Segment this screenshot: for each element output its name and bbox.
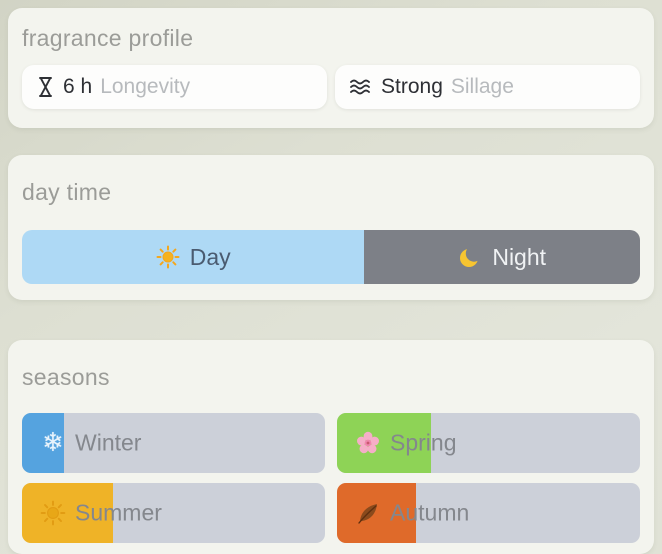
season-bar-winter[interactable]: ❄ Winter: [22, 413, 325, 473]
day-time-card: day time Day: [8, 155, 654, 300]
hourglass-icon: [36, 75, 55, 99]
snowflake-icon: ❄: [42, 428, 64, 458]
longevity-value: 6 h: [63, 75, 93, 98]
sillage-pill[interactable]: Strong Sillage: [335, 65, 640, 109]
longevity-label: Longevity: [100, 75, 191, 98]
spring-fill: [337, 413, 431, 473]
season-bar-autumn[interactable]: Autumn: [337, 483, 640, 543]
longevity-pill[interactable]: 6 h Longevity: [22, 65, 327, 109]
day-night-bar: Day Night: [22, 230, 640, 284]
seasons-card: seasons ❄ Winter: [8, 340, 654, 554]
winter-fill: [22, 413, 65, 473]
blossom-icon: [354, 429, 382, 457]
summer-fill: [22, 483, 113, 543]
season-bar-spring[interactable]: Spring: [337, 413, 640, 473]
season-label-summer: Summer: [75, 499, 162, 526]
season-label-spring: Spring: [390, 429, 457, 456]
autumn-fill: [337, 483, 416, 543]
seasons-title: seasons: [22, 364, 110, 390]
day-label: Day: [189, 243, 231, 270]
season-label-autumn: Autumn: [390, 499, 470, 526]
sillage-value: Strong: [381, 75, 443, 98]
autumn-leaf-icon: [354, 499, 382, 527]
day-segment[interactable]: Day: [22, 230, 365, 284]
sun-icon: [39, 499, 67, 527]
season-label-winter: Winter: [75, 429, 142, 456]
fragrance-profile-title: fragrance profile: [22, 25, 194, 51]
night-segment[interactable]: Night: [364, 230, 640, 284]
moon-icon: [458, 245, 483, 269]
day-time-title: day time: [22, 179, 112, 205]
sun-icon: [156, 245, 180, 269]
waves-icon: [349, 78, 373, 96]
season-bar-summer[interactable]: Summer: [22, 483, 325, 543]
fragrance-profile-card: fragrance profile 6 h Longevity: [8, 8, 654, 128]
fragrance-detail-page: fragrance profile 6 h Longevity: [0, 8, 662, 554]
seasons-grid: ❄ Winter: [22, 413, 640, 543]
profile-pill-row: 6 h Longevity Strong Sillage: [22, 65, 640, 109]
night-label: Night: [492, 243, 547, 270]
sillage-label: Sillage: [450, 75, 514, 98]
